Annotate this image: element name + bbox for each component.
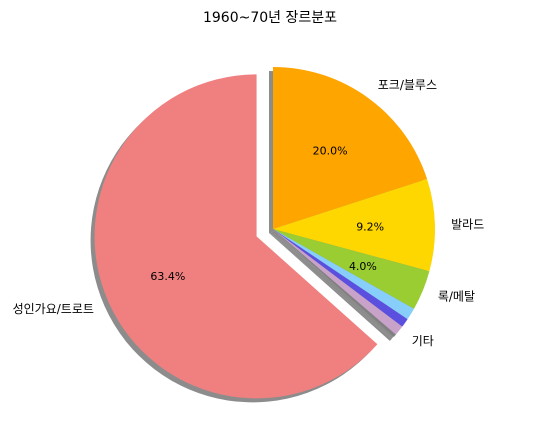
- slice-shadow: [269, 233, 392, 341]
- pie-slice: [273, 229, 430, 309]
- pie-slice: [273, 178, 435, 272]
- pie-slice: [273, 229, 396, 337]
- pie-slice: [273, 229, 414, 320]
- pie-slice: [94, 74, 378, 399]
- slice-label: 기타: [412, 334, 434, 348]
- slice-percent-label: 9.2%: [356, 221, 384, 234]
- pie-slice: [273, 67, 428, 229]
- slice-layer: [94, 67, 435, 399]
- slice-percent-label: 20.0%: [313, 144, 348, 157]
- slice-label: 성인가요/트로트: [13, 302, 94, 316]
- chart-title: 1960~70년 장르분포: [203, 10, 337, 26]
- label-layer: 포크/블루스 20.0% 발라드 9.2% 록/메탈 4.0% 기타 성인가요/트로트 63.4…: [13, 78, 485, 348]
- slice-label: 록/메탈: [438, 290, 475, 304]
- pie-slice: [273, 229, 408, 327]
- pie-slice: [273, 229, 403, 335]
- slice-shadow: [269, 233, 399, 339]
- slice-label: 포크/블루스: [378, 78, 437, 92]
- slice-label: 발라드: [451, 218, 484, 232]
- slice-percent-label: 63.4%: [150, 270, 185, 283]
- slice-percent-label: 4.0%: [349, 260, 377, 273]
